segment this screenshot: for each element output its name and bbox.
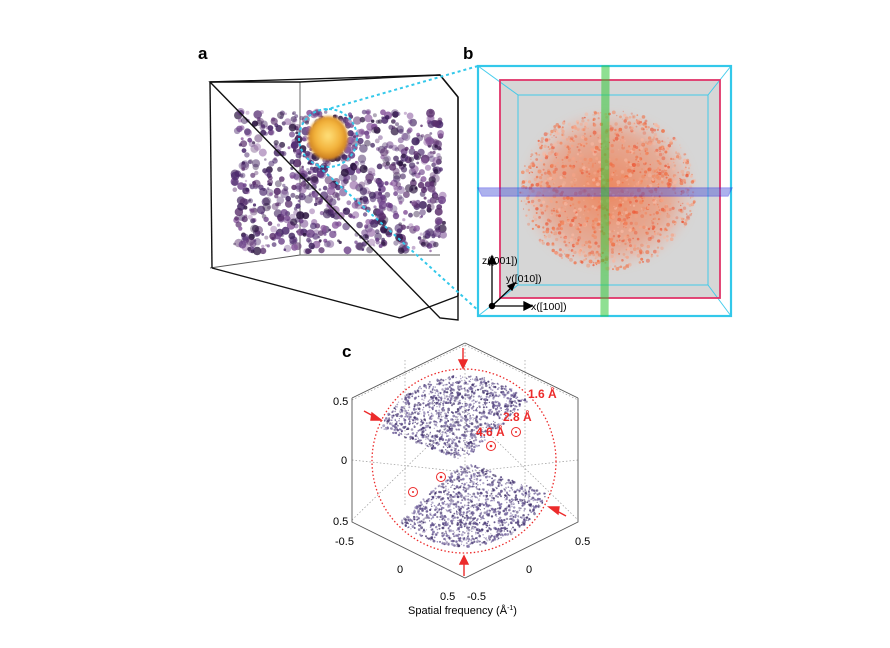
- left-axis-tick-3: 0.5: [440, 591, 455, 603]
- ring-label-4-6: 4.6 Å: [476, 424, 505, 439]
- box-outline: [351, 342, 579, 579]
- gold-nanoparticle: [308, 116, 348, 160]
- yz-slice-plane: [600, 65, 610, 317]
- x-axis-label: x([100]): [531, 301, 567, 313]
- panel-a-label: a: [198, 44, 208, 63]
- panel-b-label: b: [463, 44, 474, 63]
- missing-wedge-arrows: [363, 348, 567, 576]
- zoom-connector-bottom: [317, 165, 481, 313]
- right-axis-tick-3: -0.5: [467, 591, 486, 603]
- diffraction-spot-markers: [408, 427, 521, 497]
- left-axis-tick-1: -0.5: [335, 536, 354, 548]
- cube-a-front-edges: [208, 74, 459, 321]
- y-axis-label: y([010]): [506, 273, 542, 285]
- ring-label-2-8: 2.8 Å: [503, 409, 532, 424]
- diffraction-point-cloud: [380, 375, 546, 548]
- z-axis-label: z([001]): [482, 255, 518, 267]
- vertical-tick-mid: 0: [341, 455, 347, 467]
- resolution-ring-outer: [371, 368, 557, 554]
- magenta-box: [499, 79, 721, 299]
- axes-indicator: [486, 254, 534, 312]
- panel-c: 1.6 Å 2.8 Å 4.6 Å 0.5 0 0.5 -0.5 0 0.5 0…: [333, 342, 590, 617]
- vertical-tick-bottom: 0.5: [333, 516, 348, 528]
- panel-c-label: c: [342, 342, 352, 361]
- zoom-connector-top: [324, 65, 479, 111]
- spatial-frequency-label: Spatial frequency (Å-1): [408, 604, 517, 617]
- panel-b: z([001]) y([010]) x([100]): [476, 64, 733, 318]
- box-grid: [351, 344, 579, 521]
- vertical-tick-top: 0.5: [333, 396, 348, 408]
- left-axis-tick-2: 0: [397, 564, 403, 576]
- zoom-highlight-circle: [298, 108, 358, 168]
- right-axis-tick-2: 0: [526, 564, 532, 576]
- right-axis-tick-1: 0.5: [575, 536, 590, 548]
- panel-a: [208, 65, 481, 321]
- ring-label-1-6: 1.6 Å: [528, 386, 557, 401]
